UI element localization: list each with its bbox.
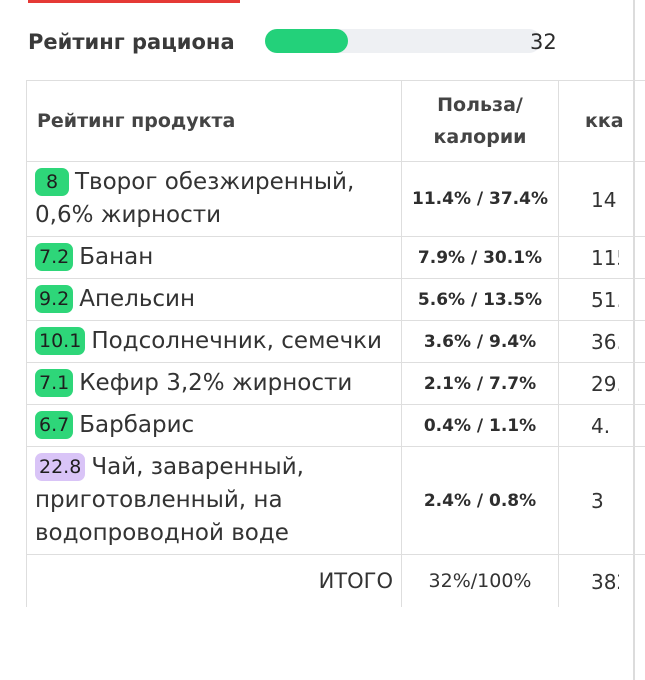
header-benefit-line1: Польза/ [437, 94, 523, 116]
kcal-cell: 3 [558, 446, 645, 555]
product-cell: 6.7 Барбарис [26, 404, 402, 447]
product-cell: 8 Творог обезжиренный, 0,6% жирности [26, 161, 402, 237]
product-score-badge: 9.2 [35, 285, 74, 313]
kcal-cell: 29. [558, 362, 645, 405]
total-row: ИТОГО 32%/100% 382 [26, 554, 645, 607]
diet-rating-value: 32 [530, 30, 557, 54]
benefit-cell: 5.6% / 13.5% [401, 278, 559, 321]
kcal-value: 36. [591, 330, 619, 355]
diet-rating-progress-track [265, 29, 541, 53]
product-name: Барбарис [79, 412, 195, 438]
benefit-cell: 0.4% / 1.1% [401, 404, 559, 447]
kcal-cell: 14 [558, 161, 645, 237]
table-row[interactable]: 6.7 Барбарис 0.4% / 1.1% 4. [26, 404, 645, 447]
product-score-badge: 7.1 [35, 369, 74, 397]
table-row[interactable]: 8 Творог обезжиренный, 0,6% жирности 11.4… [26, 161, 645, 237]
product-score-badge: 6.7 [35, 411, 74, 439]
product-cell: 10.1 Подсолнечник, семечки [26, 320, 402, 363]
product-cell: 7.1 Кефир 3,2% жирности [26, 362, 402, 405]
header-kcal[interactable]: кка [558, 80, 645, 162]
table-row[interactable]: 22.8 Чай, заваренный, приготовленный, на … [26, 446, 645, 555]
product-score-badge: 7.2 [35, 243, 74, 271]
product-score-badge: 10.1 [35, 327, 86, 355]
header-product-rating[interactable]: Рейтинг продукта [26, 80, 402, 162]
diet-rating-progress-fill [265, 29, 348, 53]
total-benefit: 32%/100% [401, 554, 559, 607]
product-name: Чай, заваренный, приготовленный, на водо… [35, 454, 304, 546]
diet-rating-label: Рейтинг рациона [28, 30, 235, 54]
product-name: Кефир 3,2% жирности [79, 370, 353, 396]
kcal-value: 3 [591, 489, 604, 514]
product-name: Апельсин [79, 286, 196, 312]
product-cell: 22.8 Чай, заваренный, приготовленный, на … [26, 446, 402, 555]
kcal-value: 51. [591, 288, 619, 313]
total-kcal: 382 [591, 569, 619, 594]
total-label: ИТОГО [26, 554, 402, 607]
benefit-cell: 2.4% / 0.8% [401, 446, 559, 555]
product-cell: 9.2 Апельсин [26, 278, 402, 321]
product-name: Творог обезжиренный, 0,6% жирности [35, 169, 355, 228]
kcal-value: 115 [591, 246, 619, 271]
product-name: Банан [79, 244, 154, 270]
benefit-cell: 2.1% / 7.7% [401, 362, 559, 405]
product-cell: 7.2 Банан [26, 236, 402, 279]
product-score-badge: 22.8 [35, 453, 86, 481]
kcal-cell: 115 [558, 236, 645, 279]
kcal-value: 29. [591, 372, 619, 397]
table-header-row: Рейтинг продукта Польза/ калории кка [26, 80, 645, 162]
header-benefit-line2: калории [433, 126, 527, 148]
benefit-cell: 11.4% / 37.4% [401, 161, 559, 237]
kcal-cell: 4. [558, 404, 645, 447]
top-accent-bar [28, 0, 240, 3]
product-score-badge: 8 [35, 168, 69, 196]
benefit-cell: 3.6% / 9.4% [401, 320, 559, 363]
kcal-cell: 36. [558, 320, 645, 363]
total-kcal-cell: 382 [558, 554, 645, 607]
kcal-value: 14 [591, 187, 617, 212]
product-name: Подсолнечник, семечки [91, 328, 383, 354]
kcal-value: 4. [591, 414, 611, 439]
kcal-cell: 51. [558, 278, 645, 321]
table-row[interactable]: 10.1 Подсолнечник, семечки 3.6% / 9.4% 36… [26, 320, 645, 363]
products-table: Рейтинг продукта Польза/ калории кка 8 Тв… [26, 80, 645, 607]
header-benefit-calories[interactable]: Польза/ калории [401, 80, 559, 162]
benefit-cell: 7.9% / 30.1% [401, 236, 559, 279]
diet-rating-row: Рейтинг рациона 32 [28, 22, 568, 62]
